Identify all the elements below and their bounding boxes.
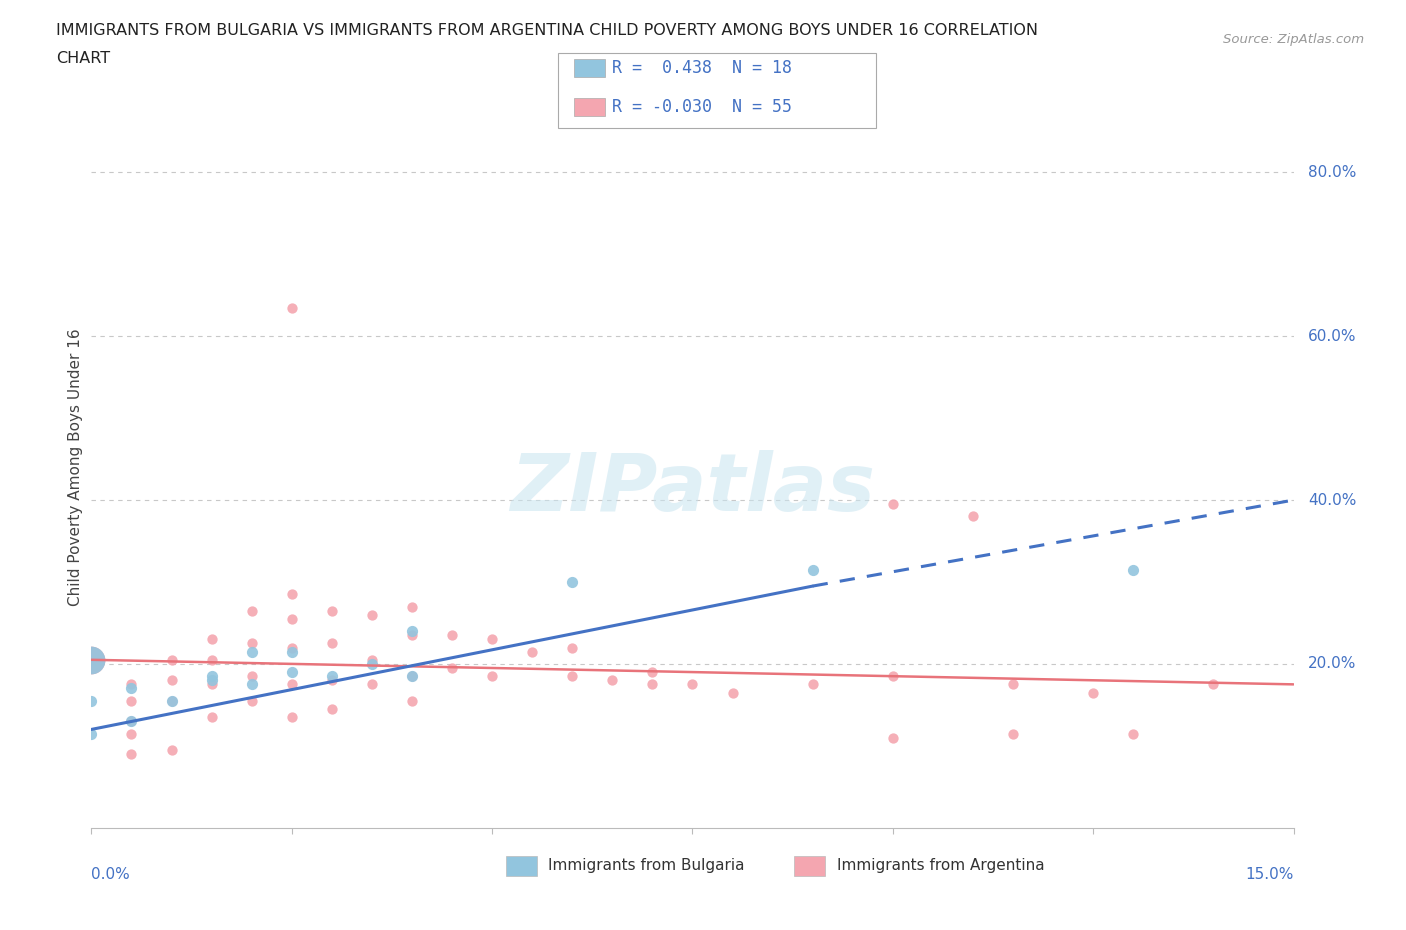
Text: 20.0%: 20.0%	[1308, 657, 1357, 671]
Point	[281, 665, 304, 680]
Point	[561, 640, 583, 655]
Text: 80.0%: 80.0%	[1308, 165, 1357, 180]
Point	[561, 575, 583, 590]
Point	[401, 693, 423, 708]
Point	[321, 701, 343, 716]
Point	[160, 693, 183, 708]
Point	[281, 587, 304, 602]
Point	[281, 677, 304, 692]
Point	[641, 665, 664, 680]
Point	[360, 677, 382, 692]
Point	[80, 693, 103, 708]
Point	[121, 747, 143, 762]
Point	[440, 660, 463, 675]
Y-axis label: Child Poverty Among Boys Under 16: Child Poverty Among Boys Under 16	[67, 328, 83, 606]
Point	[201, 652, 224, 667]
Point	[281, 640, 304, 655]
Point	[801, 563, 824, 578]
Point	[882, 730, 904, 745]
Point	[121, 714, 143, 729]
Point	[240, 669, 263, 684]
Point	[360, 607, 382, 622]
Point	[401, 628, 423, 643]
Point	[401, 624, 423, 639]
Text: R =  0.438  N = 18: R = 0.438 N = 18	[612, 59, 792, 77]
Point	[160, 652, 183, 667]
Point	[481, 631, 503, 646]
Point	[321, 672, 343, 687]
Point	[1202, 677, 1225, 692]
Point	[201, 669, 224, 684]
Point	[121, 714, 143, 729]
Point	[440, 628, 463, 643]
Point	[641, 677, 664, 692]
Point	[201, 710, 224, 724]
Text: Immigrants from Bulgaria: Immigrants from Bulgaria	[548, 858, 745, 873]
Point	[160, 672, 183, 687]
Text: Immigrants from Argentina: Immigrants from Argentina	[837, 858, 1045, 873]
Text: 0.0%: 0.0%	[91, 868, 131, 883]
Point	[522, 644, 544, 659]
Text: ZIPatlas: ZIPatlas	[510, 450, 875, 528]
Point	[360, 657, 382, 671]
Point	[561, 669, 583, 684]
Point	[1083, 685, 1105, 700]
Point	[1122, 563, 1144, 578]
Point	[602, 672, 624, 687]
Point	[681, 677, 703, 692]
Point	[321, 669, 343, 684]
Point	[401, 669, 423, 684]
Text: IMMIGRANTS FROM BULGARIA VS IMMIGRANTS FROM ARGENTINA CHILD POVERTY AMONG BOYS U: IMMIGRANTS FROM BULGARIA VS IMMIGRANTS F…	[56, 23, 1038, 38]
Point	[962, 509, 984, 524]
Point	[240, 604, 263, 618]
Text: 15.0%: 15.0%	[1246, 868, 1294, 883]
Point	[121, 693, 143, 708]
Text: Source: ZipAtlas.com: Source: ZipAtlas.com	[1223, 33, 1364, 46]
Text: 40.0%: 40.0%	[1308, 493, 1357, 508]
Point	[80, 652, 103, 667]
Point	[80, 726, 103, 741]
Point	[160, 693, 183, 708]
Point	[882, 497, 904, 512]
Point	[321, 604, 343, 618]
Point	[201, 672, 224, 687]
Point	[1122, 726, 1144, 741]
Point	[281, 644, 304, 659]
Point	[201, 677, 224, 692]
Point	[281, 300, 304, 315]
Point	[1001, 677, 1024, 692]
Point	[1001, 726, 1024, 741]
Point	[240, 693, 263, 708]
Text: 60.0%: 60.0%	[1308, 329, 1357, 344]
Point	[281, 710, 304, 724]
Point	[240, 677, 263, 692]
Point	[721, 685, 744, 700]
Point	[160, 742, 183, 757]
Text: R = -0.030  N = 55: R = -0.030 N = 55	[612, 98, 792, 116]
Point	[882, 669, 904, 684]
Point	[240, 644, 263, 659]
Point	[801, 677, 824, 692]
Point	[201, 631, 224, 646]
Text: CHART: CHART	[56, 51, 110, 66]
Point	[121, 681, 143, 696]
Point	[121, 726, 143, 741]
Point	[401, 599, 423, 614]
Point	[481, 669, 503, 684]
Point	[401, 669, 423, 684]
Point	[360, 652, 382, 667]
Point	[321, 636, 343, 651]
Point	[80, 652, 103, 667]
Point	[281, 611, 304, 626]
Point	[121, 677, 143, 692]
Point	[240, 636, 263, 651]
